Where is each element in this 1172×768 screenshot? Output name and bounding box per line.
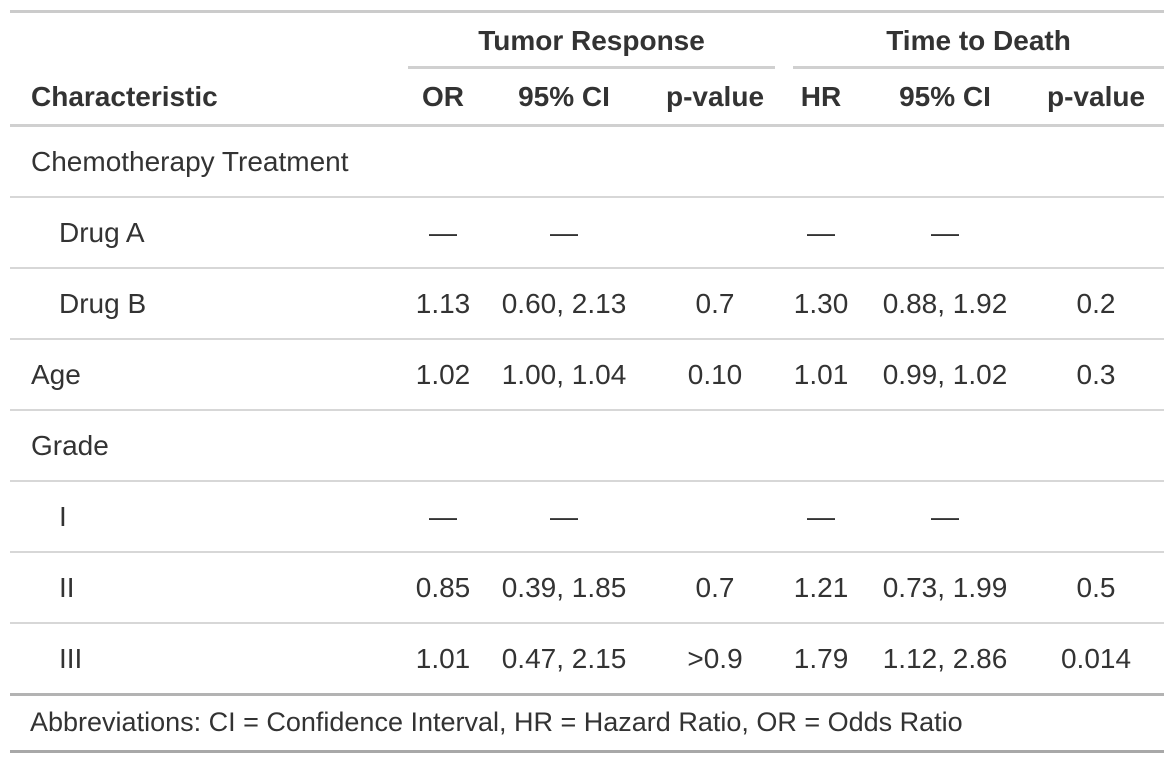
cell-p (1028, 125, 1165, 198)
row-label: Age (10, 339, 408, 411)
cell-p (650, 125, 781, 198)
cell-hr (780, 125, 863, 198)
cell-p (1028, 410, 1165, 482)
cell-ci (862, 125, 1029, 198)
cell-ci: 0.39, 1.85 (478, 552, 650, 624)
spanner-time-to-death: Time to Death (780, 12, 1165, 69)
cell-hr: — (780, 197, 863, 269)
col-header-or: OR (408, 69, 478, 127)
cell-ci: — (478, 197, 650, 269)
cell-p: 0.2 (1028, 268, 1165, 340)
column-header-row: Characteristic OR 95% CI p-value HR 95% … (10, 69, 1165, 127)
table-row-grade: Grade (10, 410, 1165, 482)
row-label: Chemotherapy Treatment (10, 125, 408, 198)
cell-hr: 1.21 (780, 552, 863, 624)
cell-hr (780, 410, 863, 482)
cell-ci: 0.60, 2.13 (478, 268, 650, 340)
footnote-row: Abbreviations: CI = Confidence Interval,… (10, 693, 1165, 752)
row-label: III (59, 643, 83, 674)
abbreviations-footnote: Abbreviations: CI = Confidence Interval,… (10, 693, 1165, 752)
cell-p: 0.10 (650, 339, 781, 411)
spanner-tumor-response: Tumor Response (408, 12, 780, 69)
table-footer: Abbreviations: CI = Confidence Interval,… (10, 693, 1165, 752)
cell-or: 1.02 (408, 339, 478, 411)
cell-ci (478, 410, 650, 482)
table-row-grade-ii: II 0.85 0.39, 1.85 0.7 1.21 0.73, 1.99 0… (10, 552, 1165, 624)
cell-ci: 0.99, 1.02 (862, 339, 1029, 411)
table-body: Chemotherapy Treatment Drug A — — — — Dr… (10, 125, 1165, 695)
table-row-grade-i: I — — — — (10, 481, 1165, 553)
row-label: II (10, 552, 408, 624)
cell-p (650, 197, 781, 269)
cell-p (650, 481, 781, 553)
col-header-ci-2: 95% CI (862, 69, 1029, 127)
cell-or: — (408, 197, 478, 269)
row-label: Drug A (10, 197, 408, 269)
table-row-drug-b: Drug B 1.13 0.60, 2.13 0.7 1.30 0.88, 1.… (10, 268, 1165, 340)
col-header-characteristic: Characteristic (10, 69, 408, 127)
cell-p: 0.5 (1028, 552, 1165, 624)
cell-or: 0.85 (408, 552, 478, 624)
cell-ci: 1.00, 1.04 (478, 339, 650, 411)
cell-hr: — (780, 481, 863, 553)
cell-ci: — (862, 481, 1029, 553)
cell-ci (478, 125, 650, 198)
cell-ci: 0.47, 2.15 (501, 643, 627, 674)
col-header-hr: HR (780, 69, 863, 127)
table-row-grade-iii: III 1.01 0.47, 2.15 >0.9 1.79 1.12, 2.86… (10, 623, 1164, 695)
cell-p (1028, 481, 1165, 553)
cell-ci: 0.73, 1.99 (862, 552, 1029, 624)
summary-table: Tumor Response Time to Death Characteris… (10, 10, 1165, 753)
cell-or (408, 125, 478, 198)
cell-p: 0.3 (1028, 339, 1165, 411)
cell-hr: 1.30 (780, 268, 863, 340)
cell-p (650, 410, 781, 482)
cell-ci: — (862, 197, 1029, 269)
cell-hr: 1.79 (793, 643, 849, 674)
cell-p: 0.7 (650, 268, 781, 340)
cell-p (1028, 197, 1165, 269)
spanner-row: Tumor Response Time to Death (10, 12, 1165, 70)
cell-ci: 0.88, 1.92 (862, 268, 1029, 340)
table-header: Tumor Response Time to Death Characteris… (10, 12, 1165, 127)
cell-p: 0.014 (1060, 643, 1132, 674)
row-label: Drug B (10, 268, 408, 340)
col-header-pvalue-2: p-value (1028, 69, 1165, 127)
spanner-time-to-death-label: Time to Death (793, 13, 1165, 69)
table-row-age: Age 1.02 1.00, 1.04 0.10 1.01 0.99, 1.02… (10, 339, 1165, 411)
cell-or: 1.01 (415, 643, 471, 674)
row-label: Grade (10, 410, 408, 482)
cell-ci: — (478, 481, 650, 553)
cell-p: >0.9 (687, 643, 743, 674)
row-label: I (10, 481, 408, 553)
table-row-drug-a: Drug A — — — — (10, 197, 1165, 269)
cell-ci (862, 410, 1029, 482)
cell-or: 1.13 (408, 268, 478, 340)
cell-hr: 1.01 (780, 339, 863, 411)
cell-ci: 1.12, 2.86 (882, 643, 1008, 674)
spanner-tumor-response-label: Tumor Response (408, 13, 776, 69)
spanner-spacer (10, 12, 408, 70)
col-header-pvalue-1: p-value (650, 69, 781, 127)
table-row-chemotherapy-treatment: Chemotherapy Treatment (10, 125, 1165, 198)
cell-p: 0.7 (650, 552, 781, 624)
col-header-ci-1: 95% CI (478, 69, 650, 127)
cell-or: — (408, 481, 478, 553)
cell-or (408, 410, 478, 482)
